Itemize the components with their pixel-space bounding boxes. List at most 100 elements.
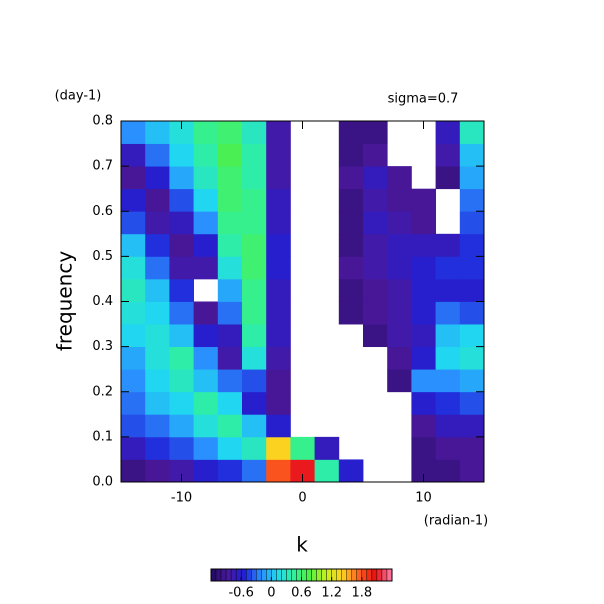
heat-cell — [217, 436, 243, 460]
heat-cell — [169, 301, 194, 325]
colorbar-segment — [341, 568, 347, 582]
heat-cell — [169, 188, 194, 212]
heat-cell — [145, 414, 170, 438]
heat-cell — [193, 301, 219, 325]
colorbar-segment — [381, 568, 388, 582]
heat-cell — [121, 414, 146, 438]
heat-cell — [121, 459, 146, 483]
heat-cell — [242, 256, 267, 280]
heat-cell — [145, 121, 170, 144]
heat-cell — [121, 233, 146, 257]
colorbar-segment — [356, 568, 363, 582]
heat-cell — [411, 369, 436, 393]
heat-cell — [217, 143, 243, 167]
heat-cell — [145, 369, 170, 393]
heat-cell — [338, 233, 364, 257]
heat-cell — [459, 256, 485, 280]
y-tick-label: 0.8 — [92, 114, 113, 129]
heat-cell — [242, 459, 267, 483]
heat-cell — [387, 346, 412, 370]
heat-cell — [169, 211, 194, 235]
heat-cell — [363, 324, 388, 348]
heat-cell — [193, 391, 219, 415]
heat-cell — [459, 369, 485, 393]
heat-cell — [145, 459, 170, 483]
heat-cell — [217, 211, 243, 235]
heat-cell — [121, 324, 146, 348]
y-tick-label: 0.7 — [92, 159, 113, 174]
heat-cell — [363, 143, 388, 167]
heat-cell — [363, 211, 388, 235]
heat-cell — [363, 188, 388, 212]
heat-cell — [217, 391, 243, 415]
heat-cell — [121, 391, 146, 415]
heat-cell — [459, 121, 485, 144]
colorbar-segment — [240, 568, 247, 582]
colorbar-segment — [276, 568, 282, 582]
heat-cell — [266, 256, 291, 280]
heat-cell — [338, 121, 364, 144]
x-tick-label: -10 — [171, 491, 192, 506]
heat-cell — [435, 278, 461, 302]
colorbar-segment — [220, 568, 227, 582]
heat-cell — [145, 436, 170, 460]
heat-cell — [387, 278, 412, 302]
heat-cell — [145, 324, 170, 348]
heat-cell — [387, 233, 412, 257]
y-tick-label: 0.3 — [92, 339, 113, 354]
heat-cell — [459, 324, 485, 348]
heat-cell — [193, 256, 219, 280]
heat-cell — [411, 459, 436, 483]
heat-cell — [266, 211, 291, 235]
colorbar-segment — [230, 568, 237, 582]
heat-cell — [266, 369, 291, 393]
heat-cell — [242, 391, 267, 415]
heat-cell — [266, 346, 291, 370]
heat-cell — [193, 436, 219, 460]
heat-cell — [435, 369, 461, 393]
heat-cell — [314, 436, 340, 460]
heat-cell — [242, 143, 267, 167]
heat-cell — [435, 121, 461, 144]
heat-cell — [169, 233, 194, 257]
heat-cell — [145, 211, 170, 235]
heat-cell — [169, 346, 194, 370]
heat-cell — [242, 414, 267, 438]
colorbar-segment — [331, 568, 337, 582]
heat-cell — [338, 211, 364, 235]
heat-cell — [290, 436, 315, 460]
heat-cell — [193, 459, 219, 483]
heat-cell — [459, 346, 485, 370]
heat-cell — [217, 414, 243, 438]
x-axis-label: k — [296, 533, 308, 557]
heat-cell — [266, 188, 291, 212]
colorbar-segment — [256, 568, 262, 582]
x-unit: (radian-1) — [424, 514, 489, 529]
heat-cell — [242, 188, 267, 212]
heat-cell — [242, 436, 267, 460]
heat-cell — [121, 211, 146, 235]
heat-cell — [121, 256, 146, 280]
heat-cell — [121, 436, 146, 460]
heat-cell — [145, 143, 170, 167]
heat-cell — [266, 459, 291, 483]
heat-cell — [435, 459, 461, 483]
heat-cell — [169, 143, 194, 167]
heat-cell — [387, 324, 412, 348]
heat-cell — [169, 436, 194, 460]
heat-cell — [363, 301, 388, 325]
heat-cell — [193, 324, 219, 348]
heat-cell — [193, 143, 219, 167]
heat-cell — [217, 301, 243, 325]
heat-cell — [121, 121, 146, 144]
colorbar-segment — [316, 568, 322, 582]
heat-cell — [217, 188, 243, 212]
colorbar-segment — [245, 568, 252, 582]
y-tick-label: 0.0 — [92, 475, 113, 490]
y-axis-label: frequency — [53, 251, 77, 351]
heat-cell — [266, 391, 291, 415]
heat-cell — [266, 301, 291, 325]
colorbar-tick-label: -0.6 — [228, 586, 253, 601]
heat-cell — [459, 211, 485, 235]
